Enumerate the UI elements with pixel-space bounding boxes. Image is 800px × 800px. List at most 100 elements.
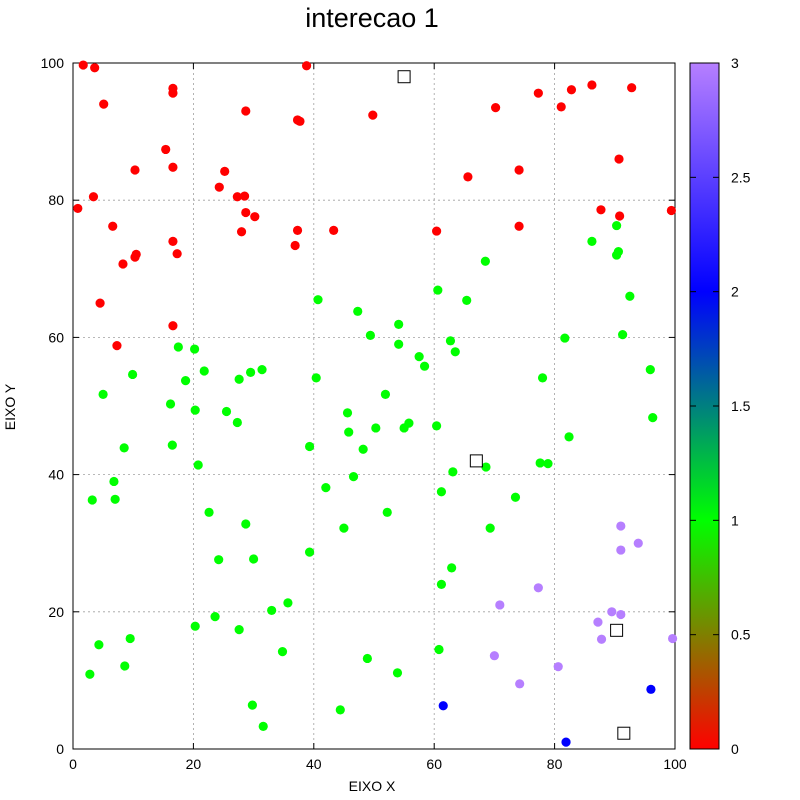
data-point-cluster-3	[633, 538, 643, 548]
data-point-cluster-1	[414, 352, 424, 362]
data-point-cluster-1	[365, 330, 375, 340]
data-point-cluster-0	[73, 203, 83, 214]
data-point-cluster-0	[161, 144, 171, 155]
data-point-cluster-1	[432, 421, 442, 431]
data-point-cluster-1	[613, 247, 624, 257]
data-point-cluster-1	[165, 399, 176, 409]
colorbar-tick-label: 1.5	[731, 398, 751, 414]
data-point-cluster-1	[625, 291, 635, 301]
centroid-marker	[617, 726, 631, 740]
data-point-cluster-0	[236, 227, 247, 237]
plot-frame	[72, 62, 676, 750]
data-point-cluster-1	[110, 494, 120, 504]
data-point-cluster-2	[438, 701, 448, 711]
data-point-cluster-1	[304, 441, 315, 452]
data-point-cluster-1	[232, 417, 242, 428]
data-point-cluster-0	[463, 172, 473, 182]
y-tick-label: 20	[48, 604, 64, 620]
data-point-cluster-1	[258, 721, 268, 731]
x-tick-label: 60	[426, 756, 442, 772]
data-point-cluster-1	[404, 418, 414, 428]
data-point-cluster-1	[353, 306, 363, 316]
data-point-cluster-1	[304, 547, 315, 557]
data-point-cluster-1	[249, 554, 259, 564]
data-point-cluster-3	[489, 651, 499, 661]
y-tick-label: 100	[41, 55, 65, 71]
x-tick-label: 20	[186, 756, 202, 772]
data-point-cluster-1	[87, 495, 97, 505]
data-point-cluster-1	[190, 405, 200, 415]
data-point-cluster-0	[90, 63, 100, 73]
data-point-cluster-1	[85, 669, 95, 679]
data-point-cluster-0	[172, 249, 182, 259]
data-point-cluster-0	[301, 61, 312, 71]
data-point-cluster-3	[533, 583, 543, 593]
data-point-cluster-1	[109, 476, 119, 487]
data-point-cluster-3	[667, 633, 678, 644]
data-point-cluster-0	[666, 205, 676, 216]
data-point-cluster-1	[648, 413, 658, 423]
data-point-cluster-1	[342, 408, 353, 418]
data-point-cluster-3	[616, 545, 626, 555]
data-point-cluster-1	[313, 295, 323, 305]
data-point-cluster-1	[335, 705, 345, 715]
data-point-cluster-1	[371, 423, 381, 433]
data-point-cluster-0	[112, 341, 122, 351]
data-point-cluster-1	[618, 330, 628, 340]
data-point-cluster-1	[358, 444, 368, 454]
data-point-cluster-0	[491, 102, 501, 113]
data-point-cluster-1	[204, 507, 214, 517]
data-point-cluster-0	[295, 116, 305, 126]
colorbar-tick-label: 1	[731, 512, 739, 528]
data-point-cluster-0	[168, 236, 178, 246]
data-point-cluster-0	[118, 259, 128, 269]
data-point-cluster-0	[290, 240, 300, 251]
y-axis-label: EIXO Y	[2, 383, 18, 430]
data-point-cluster-0	[239, 191, 250, 201]
data-point-cluster-1	[190, 621, 200, 631]
data-point-cluster-0	[168, 83, 178, 93]
data-point-cluster-1	[481, 462, 491, 472]
data-point-cluster-0	[533, 88, 543, 98]
data-point-cluster-1	[119, 443, 129, 453]
data-point-cluster-3	[616, 521, 626, 531]
data-point-cluster-1	[485, 523, 495, 533]
data-point-cluster-0	[214, 182, 224, 192]
data-point-cluster-1	[127, 369, 138, 380]
data-point-cluster-1	[448, 467, 458, 477]
y-tick-label: 40	[48, 467, 64, 483]
x-axis-label: EIXO X	[349, 778, 396, 794]
data-point-cluster-1	[445, 336, 456, 346]
data-point-cluster-1	[394, 319, 404, 329]
data-point-cluster-1	[433, 285, 443, 295]
data-point-cluster-1	[321, 483, 331, 493]
data-point-cluster-1	[612, 220, 622, 231]
data-point-cluster-0	[432, 226, 442, 236]
data-point-cluster-1	[450, 347, 460, 357]
data-point-cluster-1	[277, 646, 288, 657]
data-point-cluster-1	[362, 653, 372, 664]
data-point-cluster-0	[566, 85, 577, 95]
data-point-cluster-1	[180, 376, 191, 386]
data-point-cluster-0	[596, 205, 606, 215]
chart-title: interecao 1	[305, 3, 439, 33]
colorbar-tick-label: 0.5	[731, 627, 751, 643]
data-point-cluster-1	[434, 644, 444, 655]
data-point-cluster-0	[168, 162, 178, 172]
data-point-cluster-1	[193, 460, 203, 470]
data-point-cluster-0	[514, 221, 524, 231]
data-point-cluster-1	[510, 492, 521, 502]
x-tick-label: 80	[547, 756, 563, 772]
data-point-cluster-3	[616, 609, 626, 620]
data-point-cluster-1	[311, 373, 321, 383]
data-point-cluster-3	[553, 662, 563, 672]
data-point-cluster-1	[283, 598, 293, 608]
data-point-cluster-1	[167, 440, 177, 450]
data-point-cluster-3	[607, 607, 617, 617]
colorbar-tick-label: 3	[731, 55, 739, 71]
data-point-cluster-0	[329, 225, 339, 235]
data-point-cluster-0	[514, 165, 524, 175]
data-point-cluster-0	[108, 221, 118, 231]
data-point-cluster-1	[392, 668, 403, 678]
